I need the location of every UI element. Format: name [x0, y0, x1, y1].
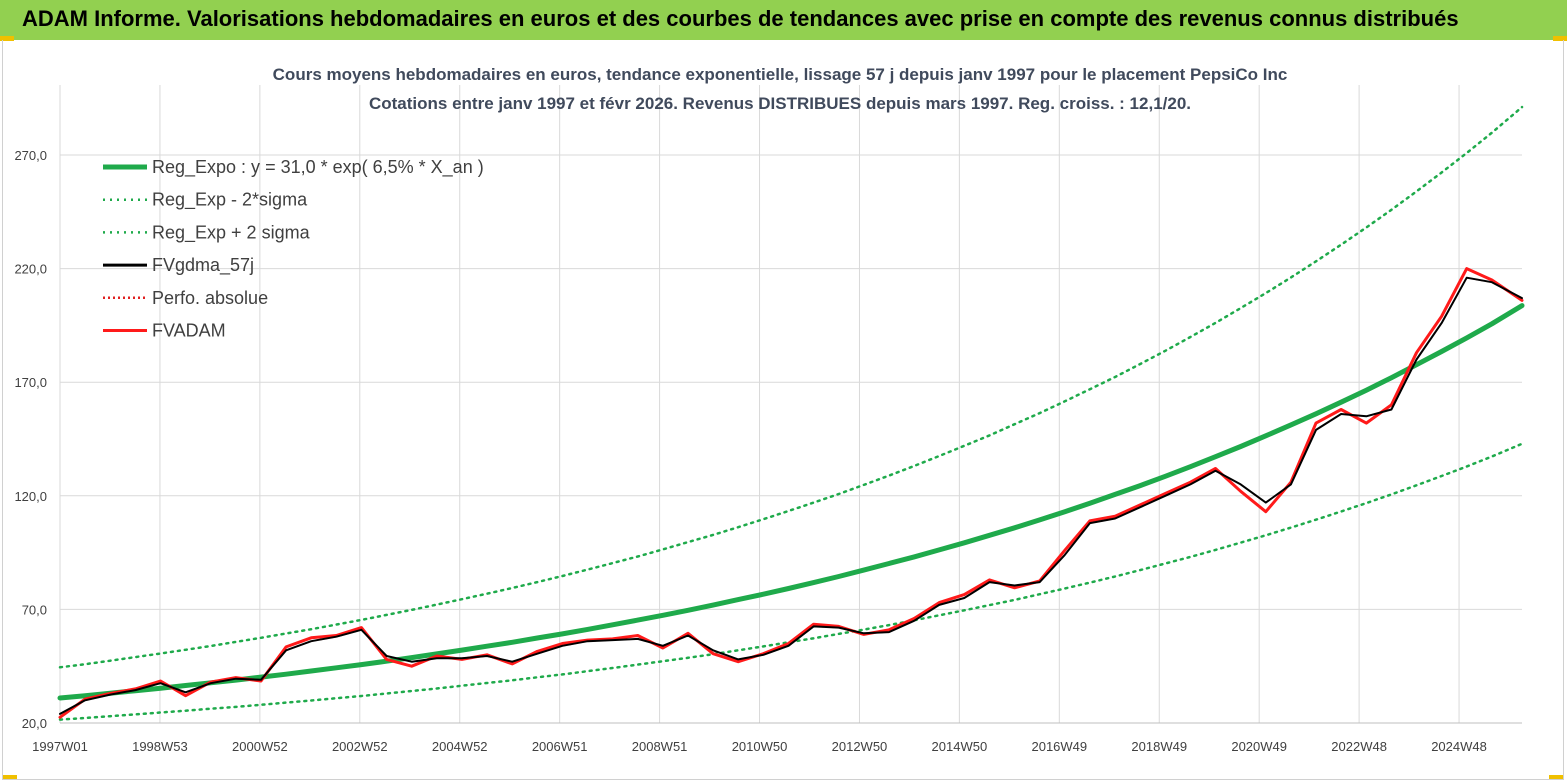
x-tick-label: 2008W51: [632, 739, 688, 754]
x-tick-label: 1997W01: [32, 739, 88, 754]
grid-lines: [59, 85, 1522, 724]
x-tick-label: 2024W48: [1431, 739, 1487, 754]
x-tick-label: 2002W52: [332, 739, 388, 754]
x-tick-label: 2020W49: [1231, 739, 1287, 754]
legend-label: Reg_Exp + 2 sigma: [152, 222, 311, 243]
fvadam-line: [58, 267, 1524, 719]
x-tick-label: 2016W49: [1031, 739, 1087, 754]
x-tick-label: 2006W51: [532, 739, 588, 754]
chart-frame: [2, 40, 1564, 780]
banner-accent-right: [1553, 36, 1567, 41]
legend-label: FVADAM: [152, 321, 226, 341]
frame-accent-right: [1549, 775, 1563, 779]
banner-title: ADAM Informe. Valorisations hebdomadaire…: [22, 6, 1459, 31]
fvgdma-57j-line: [59, 276, 1523, 715]
y-tick-label: 270,0: [14, 148, 47, 163]
x-tick-label: 2018W49: [1131, 739, 1187, 754]
x-tick-label: 2010W50: [732, 739, 788, 754]
x-tick-label: 2022W48: [1331, 739, 1387, 754]
reg-expo-line: [57, 303, 1525, 701]
legend: Reg_Expo : y = 31,0 * exp( 6,5% * X_an )…: [103, 157, 484, 341]
x-tick-label: 2000W52: [232, 739, 288, 754]
series-lines: [57, 105, 1525, 721]
banner-accent-left: [0, 36, 14, 41]
y-tick-label: 220,0: [14, 262, 47, 277]
y-tick-label: 20,0: [22, 716, 47, 731]
y-axis-ticks: 20,0 70,0 120,0 170,0 220,0 270,0: [14, 148, 47, 731]
chart-title: Cours moyens hebdomadaires en euros, ten…: [273, 65, 1288, 84]
y-tick-label: 70,0: [22, 602, 47, 617]
x-axis-ticks: 1997W01 1998W53 2000W52 2002W52 2004W52 2006W…: [32, 739, 1487, 754]
legend-label: Reg_Expo : y = 31,0 * exp( 6,5% * X_an ): [152, 157, 484, 178]
x-tick-label: 1998W53: [132, 739, 188, 754]
x-tick-label: 2014W50: [932, 739, 988, 754]
legend-label: Reg_Exp - 2*sigma: [152, 190, 308, 211]
title-banner: ADAM Informe. Valorisations hebdomadaire…: [0, 0, 1567, 41]
y-tick-label: 120,0: [14, 489, 47, 504]
y-tick-label: 170,0: [14, 375, 47, 390]
chart-subtitle: Cotations entre janv 1997 et févr 2026. …: [369, 94, 1191, 113]
frame-accent-left: [3, 775, 17, 779]
x-tick-label: 2012W50: [832, 739, 888, 754]
reg-plus-2sigma-line: [58, 105, 1524, 669]
legend-label: Perfo. absolue: [152, 288, 268, 308]
reg-minus-2sigma-line: [58, 442, 1524, 721]
x-tick-label: 2004W52: [432, 739, 488, 754]
legend-label: FVgdma_57j: [152, 255, 254, 276]
